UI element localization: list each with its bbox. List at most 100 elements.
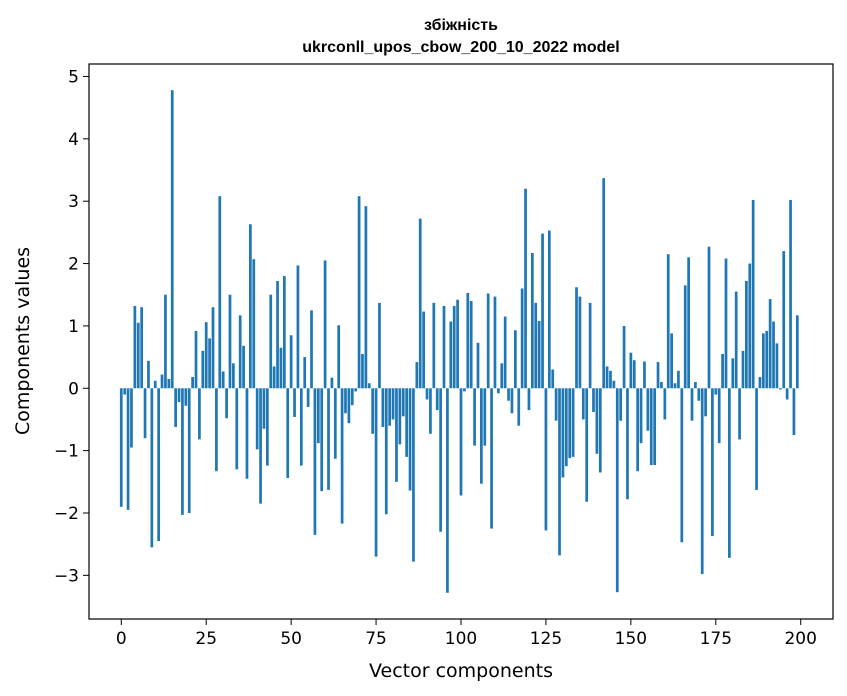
bar-6: [140, 307, 144, 389]
bar-68: [350, 388, 354, 406]
bar-192: [772, 321, 775, 389]
bar-47: [279, 347, 283, 389]
bar-137: [585, 388, 589, 502]
bar-122: [534, 302, 538, 389]
bar-126: [547, 230, 551, 389]
bar-115: [510, 388, 514, 414]
bar-159: [660, 382, 663, 389]
bar-166: [683, 285, 687, 389]
y-tick-label: −2: [54, 504, 79, 524]
y-tick-label: 1: [68, 317, 79, 337]
bar-130: [561, 388, 565, 478]
bar-64: [337, 325, 341, 389]
bar-54: [303, 357, 307, 389]
bar-180: [731, 358, 735, 389]
bar-22: [194, 330, 198, 389]
bar-88: [418, 218, 422, 389]
bar-13: [164, 294, 167, 389]
bar-116: [514, 330, 517, 389]
bar-174: [711, 388, 714, 537]
bar-197: [789, 199, 792, 389]
bar-91: [429, 388, 432, 434]
bar-193: [775, 343, 779, 389]
bar-23: [198, 388, 201, 440]
bar-150: [629, 352, 633, 389]
bar-5: [136, 322, 140, 389]
bar-196: [785, 388, 789, 400]
bar-105: [476, 342, 480, 389]
bar-139: [592, 388, 595, 412]
bar-30: [221, 371, 225, 389]
bar-103: [469, 300, 473, 389]
bar-80: [391, 388, 395, 420]
bar-71: [361, 353, 364, 389]
bar-125: [544, 388, 548, 531]
bar-59: [320, 388, 324, 492]
bar-151: [632, 360, 636, 389]
x-axis-label: Vector components: [369, 660, 553, 682]
bar-72: [364, 206, 368, 389]
bar-81: [395, 388, 398, 482]
bar-7: [143, 388, 147, 439]
bar-4: [133, 305, 137, 389]
bar-108: [486, 293, 490, 389]
bar-182: [738, 388, 741, 440]
bar-168: [690, 388, 694, 421]
bar-124: [541, 233, 544, 389]
bar-57: [313, 388, 317, 535]
bar-63: [333, 388, 337, 459]
bar-189: [762, 333, 765, 389]
x-tick-label: 100: [445, 629, 477, 649]
bar-128: [554, 388, 558, 421]
bar-39: [252, 259, 256, 389]
bar-155: [646, 388, 650, 431]
bar-114: [507, 388, 510, 401]
bar-113: [503, 316, 507, 389]
bar-19: [184, 388, 188, 406]
bar-8: [147, 360, 150, 389]
bar-152: [636, 388, 640, 472]
bar-165: [680, 388, 684, 543]
bar-61: [327, 388, 330, 490]
bar-70: [357, 196, 361, 389]
bar-186: [751, 199, 755, 389]
bar-154: [643, 361, 646, 389]
x-tick-label: 0: [116, 629, 127, 649]
bar-18: [181, 388, 184, 515]
bar-24: [201, 350, 205, 389]
bar-46: [276, 281, 279, 389]
plot-frame: [88, 63, 834, 620]
x-tick-label: 150: [615, 629, 647, 649]
bar-15: [170, 90, 174, 389]
bar-76: [378, 302, 381, 389]
bar-87: [415, 362, 419, 389]
bar-69: [354, 388, 358, 392]
bar-177: [721, 353, 724, 389]
bar-104: [473, 388, 476, 446]
bar-185: [748, 263, 752, 389]
bar-181: [734, 291, 738, 389]
bar-161: [666, 254, 670, 389]
y-axis-label: Components values: [12, 247, 34, 435]
x-tick-label: 175: [700, 629, 732, 649]
bar-84: [405, 388, 408, 457]
bar-66: [344, 388, 347, 414]
bar-144: [609, 370, 612, 389]
bar-142: [602, 178, 606, 389]
y-tick-label: −1: [54, 442, 79, 462]
bar-153: [639, 388, 643, 444]
bar-29: [218, 196, 222, 389]
bar-129: [558, 388, 561, 556]
bar-158: [656, 362, 660, 389]
bar-3: [130, 388, 133, 448]
bar-41: [259, 388, 262, 504]
bar-45: [272, 366, 276, 389]
bar-98: [452, 305, 456, 389]
bar-133: [571, 388, 575, 457]
bar-191: [768, 299, 772, 389]
bar-60: [323, 260, 327, 389]
bar-28: [215, 388, 218, 472]
bar-65: [340, 388, 344, 524]
bar-90: [425, 388, 429, 400]
